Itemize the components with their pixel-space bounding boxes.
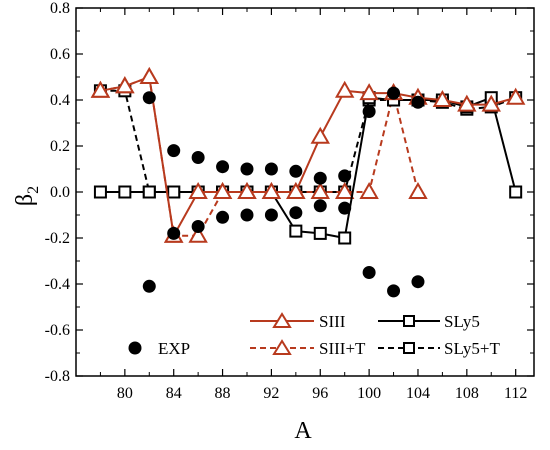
- data-point-circle: [387, 86, 401, 100]
- data-point-triangle: [115, 76, 135, 94]
- legend-label-exp: EXP: [158, 339, 190, 358]
- legend-label-sly5-t: SLy5+T: [444, 339, 500, 358]
- x-tick-label: 108: [455, 385, 479, 402]
- data-point-circle: [191, 220, 205, 233]
- data-point-square: [338, 231, 352, 245]
- data-point-square: [289, 224, 303, 238]
- data-point-triangle: [90, 80, 111, 98]
- x-tick-label: 88: [215, 385, 231, 402]
- data-point-circle: [338, 169, 352, 183]
- y-tick-label: 0.8: [50, 0, 70, 17]
- data-point-circle: [240, 162, 254, 176]
- y-tick-label: -0.6: [45, 322, 70, 339]
- svg-text:β2: β2: [12, 186, 42, 206]
- y-tick-label: 0.6: [50, 46, 70, 63]
- data-point-triangle: [310, 126, 330, 144]
- data-point-triangle: [359, 83, 379, 101]
- data-point-circle: [289, 164, 303, 178]
- data-point-triangle: [237, 181, 257, 199]
- data-point-circle: [362, 266, 376, 279]
- data-point-circle: [216, 160, 230, 174]
- x-tick-label: 80: [117, 385, 133, 402]
- data-point-circle: [216, 210, 230, 224]
- series-siii-t: [90, 66, 428, 243]
- legend: EXP SIII SIII+T SLy5 SLy5+T: [128, 312, 500, 358]
- y-tick-label: -0.2: [45, 230, 70, 247]
- x-axis-label: A: [294, 418, 312, 444]
- data-point-triangle: [481, 94, 501, 112]
- legend-label-siii: SIII: [319, 312, 346, 331]
- data-point-triangle: [286, 181, 306, 199]
- data-point-triangle: [457, 94, 477, 112]
- data-point-circle: [387, 284, 401, 298]
- y-tick-label: 0.0: [50, 184, 70, 201]
- y-axis-label: β2: [12, 186, 42, 206]
- data-point-triangle: [432, 89, 453, 107]
- axes-layer: -0.8 -0.6 -0.4 -0.2 0.0 0.2 0.4 0.6 0.8 80 84 88 92 9…: [45, 0, 535, 402]
- data-point-circle: [362, 105, 376, 118]
- data-point-circle: [167, 226, 181, 240]
- data-point-triangle: [261, 181, 282, 199]
- legend-marker-exp: [128, 341, 142, 355]
- legend-marker-siii: [272, 312, 292, 328]
- data-point-square: [509, 185, 523, 199]
- data-point-triangle: [139, 66, 160, 84]
- data-point-triangle: [188, 225, 208, 243]
- data-point-triangle: [359, 181, 379, 199]
- data-point-circle: [142, 279, 156, 293]
- series-layer: [90, 66, 526, 298]
- x-tick-label: 112: [504, 385, 527, 402]
- data-point-circle: [313, 199, 327, 213]
- x-tick-label: 96: [312, 385, 328, 402]
- legend-label-siii-t: SIII+T: [319, 339, 366, 358]
- data-point-circle: [338, 201, 352, 215]
- data-point-triangle: [310, 181, 330, 199]
- series-line-sly5-t: [100, 89, 517, 193]
- data-point-circle: [411, 95, 425, 109]
- series-line-siii: [100, 76, 516, 237]
- data-point-circle: [240, 208, 254, 222]
- x-tick-label: 100: [357, 385, 381, 402]
- data-point-triangle: [334, 181, 355, 199]
- data-point-circle: [289, 206, 303, 220]
- y-axis-label-main: β: [12, 194, 38, 206]
- x-tick-label: 104: [406, 385, 430, 402]
- legend-marker-sly5: [403, 315, 415, 327]
- data-point-square: [93, 185, 107, 199]
- data-point-circle: [142, 91, 156, 105]
- legend-marker-sly5-t: [403, 342, 415, 354]
- x-tick-label: 92: [263, 385, 279, 402]
- data-point-triangle: [212, 181, 233, 199]
- data-point-circle: [411, 275, 425, 289]
- data-point-triangle: [408, 181, 428, 199]
- legend-label-sly5: SLy5: [444, 312, 480, 331]
- data-point-square: [313, 226, 327, 240]
- y-tick-label: -0.4: [45, 276, 70, 293]
- data-point-triangle: [188, 181, 208, 199]
- y-axis-label-subscript: 2: [25, 186, 42, 194]
- y-tick-label: 0.4: [50, 92, 70, 109]
- series-sly5: [93, 91, 523, 245]
- data-point-square: [142, 185, 156, 199]
- data-point-circle: [167, 144, 181, 158]
- series-siii: [90, 66, 526, 243]
- data-point-square: [118, 185, 132, 199]
- y-tick-label: -0.8: [45, 368, 70, 385]
- data-point-triangle: [334, 80, 355, 98]
- data-point-circle: [264, 162, 278, 176]
- data-point-square: [167, 185, 181, 199]
- data-point-circle: [191, 151, 205, 164]
- x-tick-label: 84: [166, 385, 182, 402]
- series-exp: [142, 86, 425, 298]
- y-tick-label: 0.2: [50, 138, 70, 155]
- legend-marker-siii-t: [272, 339, 292, 355]
- data-point-triangle: [505, 87, 526, 105]
- data-point-circle: [313, 171, 327, 185]
- data-point-circle: [264, 208, 278, 222]
